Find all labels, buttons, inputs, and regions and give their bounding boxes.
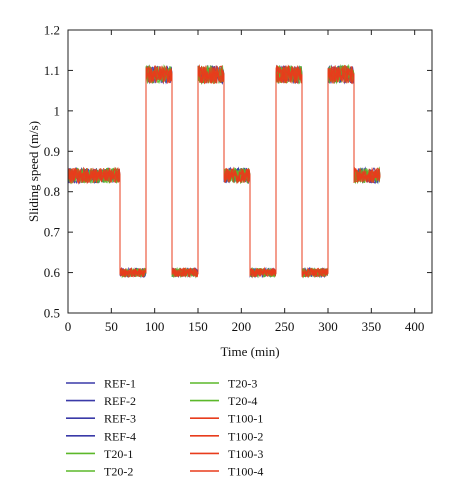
legend-label-t100-4: T100-4 <box>228 465 263 479</box>
y-tick-label: 0.8 <box>44 184 60 199</box>
y-tick-label: 1.2 <box>44 23 60 38</box>
legend-label-ref-3: REF-3 <box>104 412 136 426</box>
legend-label-t20-1: T20-1 <box>104 447 133 461</box>
y-tick-label: 0.6 <box>44 265 61 280</box>
y-tick-label: 1.1 <box>44 63 60 78</box>
legend-label-ref-1: REF-1 <box>104 377 136 391</box>
legend-label-t100-2: T100-2 <box>228 429 263 443</box>
legend-label-t20-3: T20-3 <box>228 377 257 391</box>
y-tick-label: 0.9 <box>44 144 60 159</box>
x-tick-label: 300 <box>318 319 338 334</box>
x-tick-label: 350 <box>362 319 382 334</box>
legend-label-t100-3: T100-3 <box>228 447 263 461</box>
x-tick-label: 400 <box>405 319 425 334</box>
legend-label-t20-4: T20-4 <box>228 394 257 408</box>
x-tick-label: 100 <box>145 319 165 334</box>
x-tick-label: 200 <box>232 319 252 334</box>
y-tick-label: 1 <box>54 103 61 118</box>
legend-label-ref-4: REF-4 <box>104 429 136 443</box>
plot-frame <box>67 29 433 314</box>
y-tick-label: 0.7 <box>44 225 61 240</box>
x-tick-label: 150 <box>188 319 208 334</box>
y-tick-label: 0.5 <box>44 306 60 321</box>
legend-label-t100-1: T100-1 <box>228 412 263 426</box>
series-layer <box>67 63 381 279</box>
ticks-layer: 0 50 100 150 200 250 300 350 400 0.5 0.6 0.7 0.8 0.9 1… <box>44 23 432 334</box>
y-axis-title: Sliding speed (m/s) <box>26 121 41 222</box>
legend: REF-1 REF-2 REF-3 REF-4 T20-1 T20-2 T20-3 T20-4… <box>66 377 263 479</box>
x-tick-label: 50 <box>105 319 118 334</box>
legend-label-ref-2: REF-2 <box>104 394 136 408</box>
x-tick-label: 0 <box>65 319 72 334</box>
series-line-t100-4 <box>67 65 381 279</box>
legend-label-t20-2: T20-2 <box>104 465 133 479</box>
x-axis-title: Time (min) <box>220 344 279 359</box>
x-tick-label: 250 <box>275 319 295 334</box>
